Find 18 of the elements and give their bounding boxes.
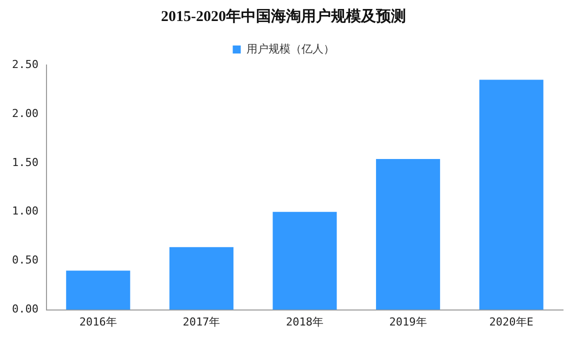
y-tick-label: 1.50 bbox=[12, 156, 38, 169]
y-tick-label: 0.00 bbox=[12, 302, 38, 316]
x-tick-label: 2020年E bbox=[489, 315, 534, 328]
y-tick-label: 0.50 bbox=[12, 254, 38, 267]
y-tick-label: 2.00 bbox=[12, 106, 38, 120]
bar bbox=[169, 247, 234, 310]
x-tick-label: 2018年 bbox=[286, 315, 324, 328]
y-tick-label: 2.50 bbox=[12, 58, 38, 71]
bar bbox=[376, 159, 440, 310]
y-tick-label: 1.00 bbox=[12, 204, 38, 218]
chart-title: 2015-2020年中国海淘用户规模及预测 bbox=[161, 6, 406, 25]
bar bbox=[66, 270, 130, 310]
legend-label: 用户规模（亿人） bbox=[246, 42, 334, 56]
bar bbox=[272, 212, 337, 310]
x-tick-label: 2016年 bbox=[79, 315, 117, 328]
bar bbox=[479, 80, 544, 310]
x-tick-label: 2019年 bbox=[389, 315, 427, 328]
x-tick-label: 2017年 bbox=[182, 315, 220, 328]
